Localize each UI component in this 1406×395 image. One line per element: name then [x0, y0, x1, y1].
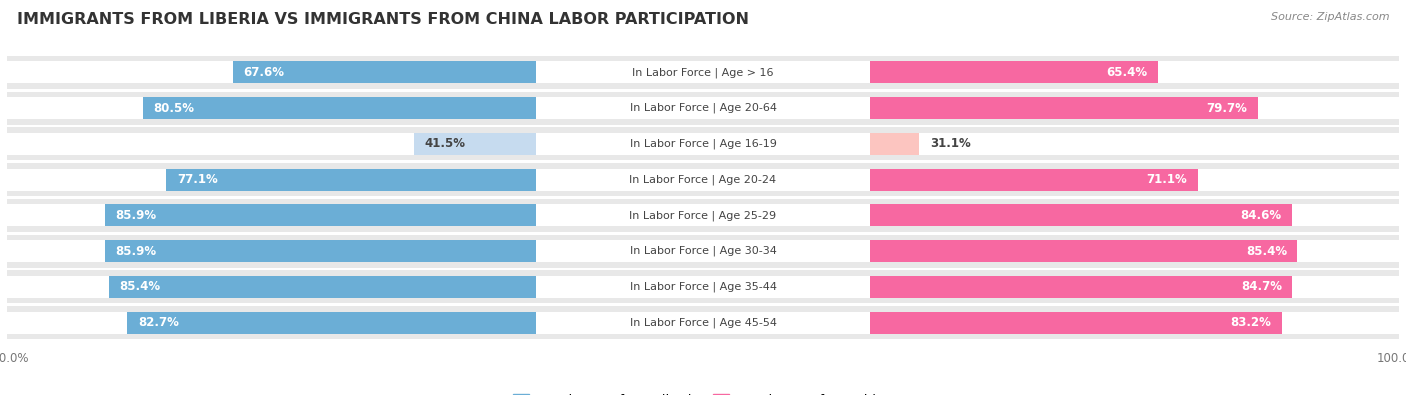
Bar — [703, 133, 920, 155]
Bar — [703, 169, 1198, 191]
Bar — [232, 61, 703, 83]
Bar — [1298, 240, 1399, 262]
Bar — [536, 169, 870, 191]
Text: 83.2%: 83.2% — [1230, 316, 1271, 329]
Bar — [1159, 61, 1399, 83]
Text: 31.1%: 31.1% — [929, 137, 970, 150]
Bar — [1258, 97, 1399, 119]
Bar — [920, 133, 1399, 155]
Bar — [536, 61, 870, 83]
Bar — [703, 240, 1298, 262]
Bar — [536, 312, 870, 334]
Bar — [128, 312, 703, 334]
Bar — [536, 133, 870, 155]
Bar — [7, 312, 128, 334]
Bar — [108, 276, 703, 298]
Text: In Labor Force | Age 25-29: In Labor Force | Age 25-29 — [630, 210, 776, 221]
Text: 84.7%: 84.7% — [1241, 280, 1282, 293]
Bar — [1292, 204, 1399, 226]
Bar — [536, 97, 870, 119]
Text: In Labor Force | Age > 16: In Labor Force | Age > 16 — [633, 67, 773, 78]
Text: In Labor Force | Age 45-54: In Labor Force | Age 45-54 — [630, 317, 776, 328]
Text: 77.1%: 77.1% — [177, 173, 218, 186]
Bar — [7, 163, 1399, 196]
Bar — [7, 306, 1399, 339]
Text: 67.6%: 67.6% — [243, 66, 284, 79]
Text: 85.9%: 85.9% — [115, 245, 156, 258]
Text: In Labor Force | Age 20-64: In Labor Force | Age 20-64 — [630, 103, 776, 113]
Text: In Labor Force | Age 30-34: In Labor Force | Age 30-34 — [630, 246, 776, 256]
Bar — [703, 312, 1282, 334]
Text: 80.5%: 80.5% — [153, 102, 194, 115]
Bar — [7, 169, 166, 191]
Bar — [143, 97, 703, 119]
Bar — [166, 169, 703, 191]
Bar — [105, 204, 703, 226]
Bar — [7, 199, 1399, 232]
Bar — [536, 204, 870, 226]
Bar — [7, 240, 105, 262]
Text: 41.5%: 41.5% — [425, 137, 465, 150]
Bar — [7, 276, 108, 298]
Bar — [415, 133, 703, 155]
Legend: Immigrants from Liberia, Immigrants from China: Immigrants from Liberia, Immigrants from… — [513, 394, 893, 395]
Bar — [7, 235, 1399, 267]
Text: In Labor Force | Age 20-24: In Labor Force | Age 20-24 — [630, 174, 776, 185]
Bar — [7, 271, 1399, 303]
Text: Source: ZipAtlas.com: Source: ZipAtlas.com — [1271, 12, 1389, 22]
Bar — [7, 204, 105, 226]
Bar — [703, 61, 1159, 83]
Bar — [7, 61, 232, 83]
Text: 71.1%: 71.1% — [1147, 173, 1188, 186]
Bar — [536, 240, 870, 262]
Text: In Labor Force | Age 16-19: In Labor Force | Age 16-19 — [630, 139, 776, 149]
Bar — [7, 128, 1399, 160]
Bar — [7, 97, 143, 119]
Text: 82.7%: 82.7% — [138, 316, 179, 329]
Text: 79.7%: 79.7% — [1206, 102, 1247, 115]
Text: In Labor Force | Age 35-44: In Labor Force | Age 35-44 — [630, 282, 776, 292]
Bar — [7, 56, 1399, 89]
Bar — [1292, 276, 1399, 298]
Bar — [536, 276, 870, 298]
Bar — [703, 97, 1258, 119]
Bar — [1282, 312, 1399, 334]
Text: 85.4%: 85.4% — [120, 280, 160, 293]
Bar — [703, 276, 1292, 298]
Text: 85.9%: 85.9% — [115, 209, 156, 222]
Text: 65.4%: 65.4% — [1107, 66, 1147, 79]
Text: IMMIGRANTS FROM LIBERIA VS IMMIGRANTS FROM CHINA LABOR PARTICIPATION: IMMIGRANTS FROM LIBERIA VS IMMIGRANTS FR… — [17, 12, 749, 27]
Text: 84.6%: 84.6% — [1240, 209, 1281, 222]
Bar — [703, 204, 1292, 226]
Text: 85.4%: 85.4% — [1246, 245, 1286, 258]
Bar — [7, 92, 1399, 124]
Bar — [1198, 169, 1399, 191]
Bar — [105, 240, 703, 262]
Bar — [7, 133, 415, 155]
